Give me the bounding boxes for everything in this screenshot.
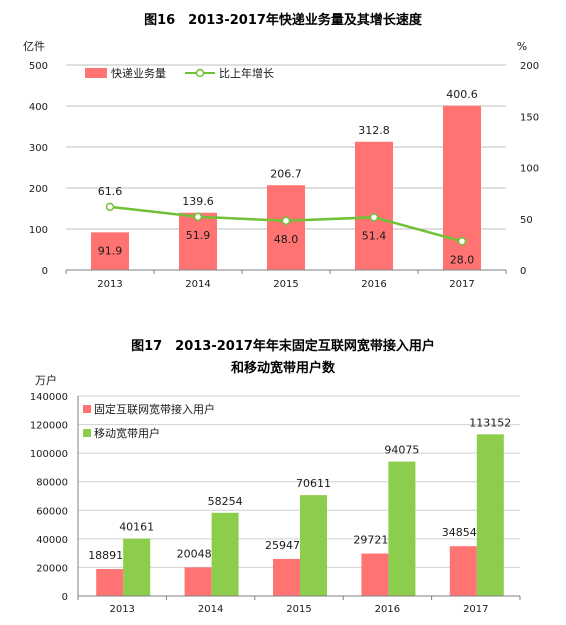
chart1-left-axis-unit: 亿件 xyxy=(23,40,45,53)
chart2-fixed-broadband-bar xyxy=(184,567,212,596)
chart1-left-tick-label: 400 xyxy=(29,102,48,113)
chart2-y-axis-ticks: 0 20000 40000 60000 80000 100000 120000 140000 xyxy=(30,392,79,603)
chart2-mobile-broadband-bar xyxy=(300,495,327,596)
chart1-growth-value-label: 28.0 xyxy=(450,253,475,266)
chart1-bar-value-label: 139.6 xyxy=(182,195,214,208)
chart2-subtitle: 和移动宽带用户数 xyxy=(231,360,336,376)
chart1-x-axis: 2013 2014 2015 2016 2017 xyxy=(65,269,507,290)
chart2-fixed-value-label: 34854 xyxy=(442,526,477,539)
chart1-title: 图16 2013-2017年快递业务量及其增长速度 xyxy=(144,12,423,28)
chart1-left-tick-label: 200 xyxy=(29,184,48,195)
chart1-legend: 快递业务量 比上年增长 xyxy=(85,66,274,80)
legend-swatch-marker xyxy=(195,68,205,78)
chart2-y-tick-label: 40000 xyxy=(36,535,68,546)
chart2-x-tick-label: 2014 xyxy=(198,604,223,615)
legend-label-fixed-broadband: 固定互联网宽带接入用户 xyxy=(94,402,215,416)
chart1-right-tick-label: 50 xyxy=(520,215,533,226)
chart1-bar-value-label: 91.9 xyxy=(98,244,123,257)
chart1-left-tick-label: 0 xyxy=(42,266,48,277)
chart1-bar-value-label: 206.7 xyxy=(270,167,302,180)
chart2-fixed-broadband-bar xyxy=(96,569,124,596)
chart1-bar xyxy=(267,185,305,270)
chart2-mobile-value-label: 58254 xyxy=(208,495,243,508)
chart1-x-tick-label: 2017 xyxy=(449,279,474,290)
chart1-x-tick-label: 2016 xyxy=(361,279,386,290)
chart2-y-tick-label: 80000 xyxy=(36,478,68,489)
chart2-y-tick-label: 140000 xyxy=(30,392,68,403)
chart2-x-axis: 2013 2014 2015 2016 2017 xyxy=(77,595,521,615)
chart1-growth-value-label: 61.6 xyxy=(98,185,123,198)
chart2-mobile-value-label: 40161 xyxy=(119,521,154,534)
chart1-growth-point xyxy=(193,212,203,222)
chart2-y-tick-label: 60000 xyxy=(36,506,68,517)
chart1-bar xyxy=(179,212,217,270)
legend-swatch-bar xyxy=(85,68,107,78)
chart2-mobile-broadband-bar xyxy=(476,434,504,596)
chart2-mobile-broadband-bar xyxy=(123,538,151,596)
legend-swatch-mobile xyxy=(83,429,91,437)
chart2-x-tick-label: 2016 xyxy=(375,604,400,615)
chart2-bars xyxy=(96,434,504,596)
chart1-growth-point xyxy=(281,216,291,226)
chart2-axis-unit: 万户 xyxy=(35,373,57,387)
figure-17: 图17 2013-2017年年末固定互联网宽带接入用户 和移动宽带用户数 万户 … xyxy=(30,338,521,615)
chart2-fixed-broadband-bar xyxy=(449,546,477,596)
chart2-fixed-broadband-bar xyxy=(273,558,300,596)
chart1-right-tick-label: 200 xyxy=(520,61,539,72)
chart1-growth-value-label: 51.9 xyxy=(186,229,211,242)
chart2-x-tick-label: 2013 xyxy=(109,604,134,615)
chart2-title: 图17 2013-2017年年末固定互联网宽带接入用户 xyxy=(131,338,435,354)
chart1-bar-value-label: 312.8 xyxy=(358,124,390,137)
chart1-bar xyxy=(355,141,393,270)
chart2-mobile-value-label: 70611 xyxy=(296,477,331,490)
legend-label-volume: 快递业务量 xyxy=(111,66,166,80)
chart1-right-axis-ticks: 0 50 100 150 200 xyxy=(520,61,539,277)
chart2-mobile-broadband-bar xyxy=(388,461,416,596)
chart1-growth-point xyxy=(457,237,467,246)
legend-label-growth: 比上年增长 xyxy=(219,66,274,80)
chart1-left-axis-ticks: 0 100 200 300 400 500 xyxy=(29,61,48,277)
chart1-left-tick-label: 500 xyxy=(29,61,48,72)
chart1-x-tick-label: 2015 xyxy=(273,279,298,290)
chart2-x-tick-label: 2015 xyxy=(286,604,311,615)
chart1-left-tick-label: 300 xyxy=(29,143,48,154)
chart2-y-tick-label: 100000 xyxy=(30,449,68,460)
chart1-x-tick-label: 2014 xyxy=(185,279,210,290)
chart2-x-tick-label: 2017 xyxy=(463,604,488,615)
legend-label-mobile-broadband: 移动宽带用户 xyxy=(94,426,160,440)
chart2-data-labels: 18891 20048 25947 29721 34854 40161 58254 70611… xyxy=(88,416,511,562)
legend-swatch-fixed xyxy=(83,405,91,413)
chart2-fixed-value-label: 29721 xyxy=(353,534,388,547)
chart1-growth-point xyxy=(369,213,379,222)
chart2-fixed-value-label: 20048 xyxy=(177,547,212,560)
chart1-data-labels: 91.9 61.6 139.6 51.9 206.7 48.0 312.8 51.4 400.6… xyxy=(98,88,478,267)
chart1-bar xyxy=(91,232,129,270)
chart2-mobile-value-label: 113152 xyxy=(469,416,511,429)
chart1-bar-value-label: 400.6 xyxy=(446,88,478,101)
chart2-mobile-value-label: 94075 xyxy=(384,444,419,457)
chart1-right-tick-label: 150 xyxy=(520,112,539,123)
chart2-y-tick-label: 120000 xyxy=(30,421,68,432)
chart1-growth-value-label: 51.4 xyxy=(362,229,387,242)
chart2-legend: 固定互联网宽带接入用户 移动宽带用户 xyxy=(83,402,215,440)
chart2-mobile-broadband-bar xyxy=(211,512,239,596)
chart1-bars xyxy=(91,105,481,270)
chart1-growth-line xyxy=(105,202,467,246)
chart1-right-axis-unit: % xyxy=(517,40,527,53)
chart2-fixed-broadband-bar xyxy=(361,553,389,596)
chart1-left-tick-label: 100 xyxy=(29,225,48,236)
chart1-growth-point xyxy=(105,202,115,212)
chart1-growth-value-label: 48.0 xyxy=(274,233,299,246)
chart2-y-tick-label: 0 xyxy=(62,592,68,603)
chart1-right-tick-label: 0 xyxy=(520,266,526,277)
figure-16: 图16 2013-2017年快递业务量及其增长速度 亿件 % 0 100 200 30… xyxy=(23,12,539,290)
chart2-fixed-value-label: 18891 xyxy=(88,549,123,562)
chart1-x-tick-label: 2013 xyxy=(97,279,122,290)
chart1-right-tick-label: 100 xyxy=(520,164,539,175)
chart2-y-tick-label: 20000 xyxy=(36,563,68,574)
chart2-fixed-value-label: 25947 xyxy=(265,539,300,552)
